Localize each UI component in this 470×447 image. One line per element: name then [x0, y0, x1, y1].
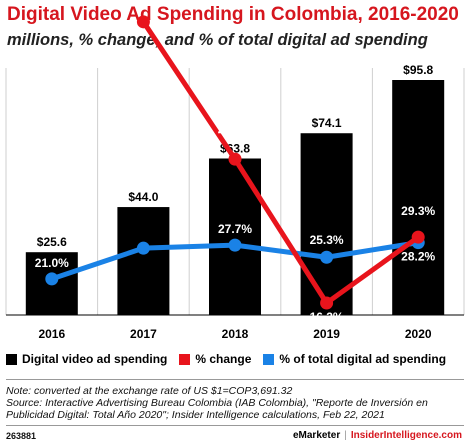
chart-title: Digital Video Ad Spending in Colombia, 2… [7, 4, 459, 25]
bar-value-label: $95.8 [403, 63, 433, 77]
source-line: Source: Interactive Advertising Bureau C… [6, 397, 428, 409]
x-tick-label: 2020 [405, 327, 432, 341]
chart-subtitle: millions, % change, and % of total digit… [7, 31, 428, 49]
change-point [136, 15, 150, 29]
legend-item-spending: Digital video ad spending [6, 352, 167, 366]
brand-separator: | [344, 430, 347, 441]
notes: Note: converted at the exchange rate of … [6, 385, 466, 421]
share-value-label: 28.2% [401, 250, 435, 264]
bar-value-label: $44.0 [128, 190, 158, 204]
change-value-label: 72.1% [126, 0, 160, 3]
bar [209, 158, 261, 315]
legend-item-change: % change [179, 352, 251, 366]
legend-label-share: % of total digital ad spending [279, 352, 447, 366]
legend-swatch-share [263, 353, 275, 365]
brand-emarketer: eMarketer [292, 430, 341, 441]
brand-insider: InsiderIntelligence.com [350, 430, 462, 441]
bar-value-label: $25.6 [37, 235, 67, 249]
note-line: Note: converted at the exchange rate of … [6, 385, 293, 397]
divider-top [6, 379, 464, 380]
bar [117, 207, 170, 315]
legend-item-share: % of total digital ad spending [263, 352, 446, 366]
legend: Digital video ad spending % change % of … [6, 352, 458, 366]
bar [300, 133, 353, 315]
share-point [320, 250, 334, 264]
share-point [45, 272, 59, 286]
share-point [228, 238, 242, 252]
x-tick-label: 2018 [222, 327, 249, 341]
chart-id: 263881 [6, 431, 37, 441]
change-value-label: 29.3% [401, 204, 435, 218]
bar [392, 80, 445, 315]
share-point [136, 241, 150, 255]
change-point [411, 230, 425, 244]
share-value-label: 27.7% [218, 222, 252, 236]
brand: eMarketer | InsiderIntelligence.com [293, 430, 462, 441]
change-value-label: 16.2% [310, 310, 344, 324]
divider-bottom [6, 425, 464, 426]
change-value-label: 44.8% [218, 124, 252, 138]
x-tick-label: 2019 [313, 327, 340, 341]
bar-value-label: $74.1 [312, 116, 342, 130]
change-point [228, 152, 242, 166]
share-value-label: 25.3% [310, 233, 344, 247]
source-line-cont: Publicidad Digital: Total Año 2020"; Ins… [6, 409, 385, 421]
legend-label-change: % change [195, 352, 252, 366]
change-line [140, 19, 421, 306]
x-tick-label: 2017 [130, 327, 157, 341]
share-value-label: 21.0% [35, 256, 69, 270]
legend-label-spending: Digital video ad spending [22, 352, 168, 366]
share-value-label: 27.1% [126, 225, 160, 239]
legend-swatch-spending [6, 353, 17, 365]
change-point [320, 296, 334, 310]
legend-swatch-change [179, 353, 191, 365]
x-tick-label: 2016 [38, 327, 65, 341]
